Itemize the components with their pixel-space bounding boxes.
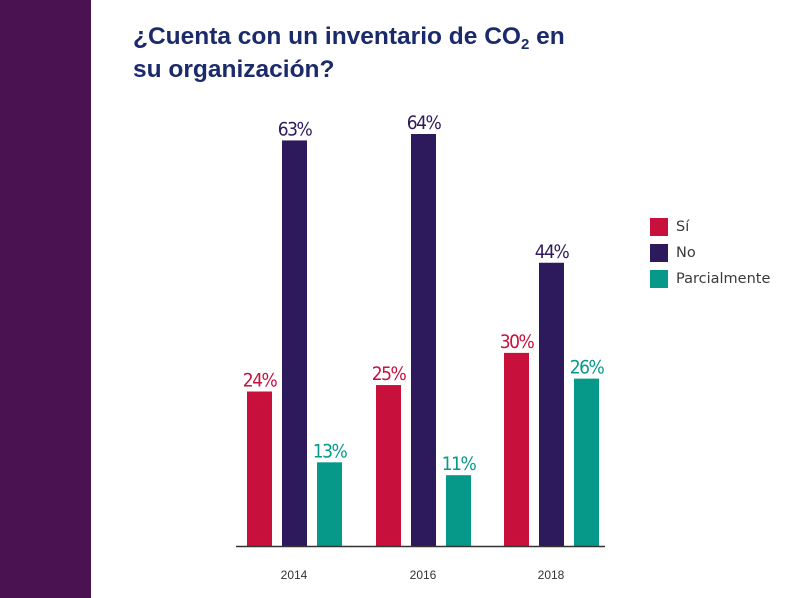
- legend-label-parcialmente: Parcialmente: [676, 271, 771, 287]
- data-label-parcialmente-2018: 26%: [570, 357, 605, 379]
- data-label-no-2016: 64%: [407, 112, 442, 134]
- legend-item-no: No: [650, 240, 770, 266]
- sidebar-band: [0, 0, 91, 598]
- legend-swatch-no: [650, 244, 668, 262]
- title-subscript: 2: [520, 36, 530, 53]
- title-text-line2: su organización?: [133, 56, 335, 83]
- data-label-no-2014: 63%: [278, 118, 313, 140]
- bar-parcialmente-2014: [317, 462, 342, 546]
- x-tick-label-2014: 2014: [281, 568, 308, 582]
- legend-swatch-si: [650, 218, 668, 236]
- data-label-parcialmente-2016: 11%: [442, 453, 477, 475]
- data-label-s-2016: 25%: [372, 363, 407, 385]
- legend-item-si: Sí: [650, 214, 770, 240]
- bar-parcialmente-2018: [574, 378, 599, 546]
- bar-s-2016: [376, 385, 401, 546]
- x-tick-label-2018: 2018: [538, 568, 565, 582]
- data-label-s-2014: 24%: [243, 370, 278, 392]
- x-tick-label-2016: 2016: [410, 568, 437, 582]
- chart-title: ¿Cuenta con un inventario de CO2 en su or…: [133, 20, 565, 86]
- legend-swatch-parcialmente: [650, 270, 668, 288]
- chart-legend: Sí No Parcialmente: [650, 214, 770, 292]
- bar-s-2018: [504, 352, 529, 546]
- title-text-part2: en: [529, 23, 565, 50]
- legend-item-parcialmente: Parcialmente: [650, 266, 770, 292]
- data-label-no-2018: 44%: [535, 241, 570, 263]
- bar-no-2018: [539, 262, 564, 546]
- title-text-part1: ¿Cuenta con un inventario de CO: [133, 23, 521, 50]
- bar-no-2016: [411, 134, 436, 546]
- data-label-s-2018: 30%: [500, 331, 535, 353]
- legend-label-si: Sí: [676, 219, 690, 235]
- data-label-parcialmente-2014: 13%: [313, 440, 348, 462]
- bar-no-2014: [282, 140, 307, 546]
- bar-s-2014: [247, 391, 272, 546]
- legend-label-no: No: [676, 245, 696, 261]
- bar-parcialmente-2016: [446, 475, 471, 546]
